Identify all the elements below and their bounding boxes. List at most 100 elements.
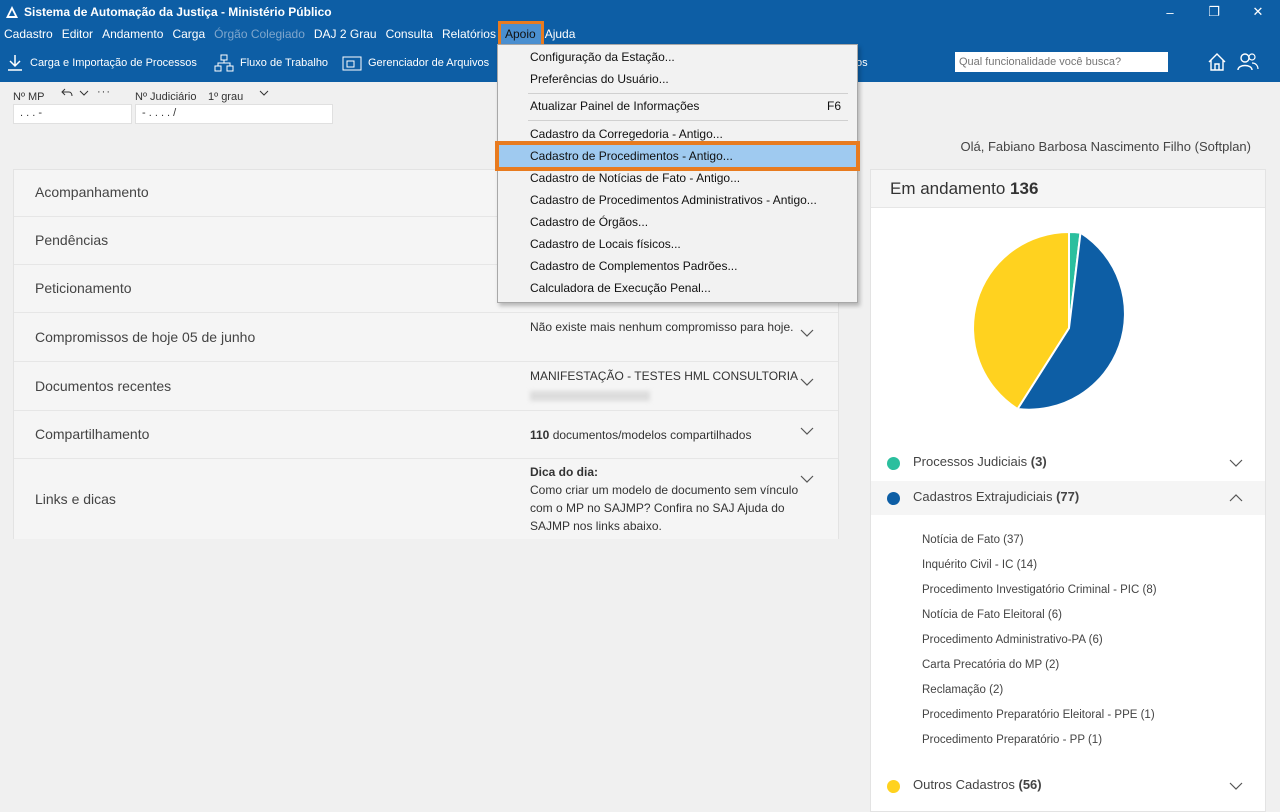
menu-item-shortcut: F6	[826, 99, 841, 113]
menu-item-calculadora-execucao-penal[interactable]: Calculadora de Execução Penal...	[530, 281, 711, 295]
menu-separator	[528, 120, 848, 121]
menu-item-label: Atualizar Painel de Informações	[530, 99, 700, 113]
legend-outros-cadastros[interactable]: Outros Cadastros (56)	[871, 769, 1265, 803]
judiciario-number-field[interactable]: - . . . . /	[135, 104, 333, 124]
recent-document-link[interactable]: MANIFESTAÇÃO - TESTES HML CONSULTORIA	[530, 367, 800, 406]
menu-item-cadastro-noticias-fato[interactable]: Cadastro de Notícias de Fato - Antigo...	[530, 171, 741, 185]
menu-item-atualizar-painel[interactable]: Atualizar Painel de Informações F6	[499, 95, 856, 117]
dashboard-left-panel: Acompanhamento Pendências Peticionamento…	[13, 169, 839, 539]
menu-ajuda[interactable]: Ajuda	[544, 27, 576, 41]
undo-icon[interactable]	[61, 87, 73, 102]
legend-dot	[887, 492, 900, 505]
menu-item-cadastro-locais-fisicos[interactable]: Cadastro de Locais físicos...	[530, 237, 681, 251]
chevron-up-icon[interactable]	[1229, 492, 1243, 506]
list-item[interactable]: Carta Precatória do MP (2)	[922, 659, 1060, 671]
menu-relatorios[interactable]: Relatórios	[441, 27, 496, 41]
chevron-down-icon[interactable]	[800, 425, 814, 439]
chevron-down-icon[interactable]	[78, 87, 90, 102]
close-button[interactable]: ✕	[1252, 4, 1264, 19]
toolbar-partial-label: os	[856, 57, 868, 69]
fluxo-trabalho-button[interactable]: Fluxo de Trabalho	[214, 52, 328, 74]
menu-item-preferencias-usuario[interactable]: Preferências do Usuário...	[530, 72, 669, 86]
menu-cadastro[interactable]: Cadastro	[4, 27, 53, 41]
legend-cadastros-extrajudiciais[interactable]: Cadastros Extrajudiciais (77)	[871, 481, 1265, 515]
compartilhamento-text: 110 documentos/modelos compartilhados	[530, 426, 800, 444]
accordion-links-dicas[interactable]: Links e dicas Dica do dia: Como criar um…	[14, 459, 838, 539]
list-item[interactable]: Procedimento Investigatório Criminal - P…	[922, 584, 1157, 596]
status-pie-chart	[972, 230, 1126, 411]
accordion-documentos-recentes[interactable]: Documentos recentes MANIFESTAÇÃO - TESTE…	[14, 362, 838, 411]
chevron-down-icon[interactable]	[800, 327, 814, 341]
legend-label: Outros Cadastros (56)	[913, 777, 1042, 792]
chevron-down-icon[interactable]	[1229, 457, 1243, 471]
list-item[interactable]: Procedimento Preparatório Eleitoral - PP…	[922, 709, 1155, 721]
chevron-down-icon[interactable]	[800, 376, 814, 390]
legend-label: Cadastros Extrajudiciais (77)	[913, 489, 1079, 504]
toolbar-partial-item[interactable]: os	[856, 52, 868, 74]
list-item[interactable]: Notícia de Fato (37)	[922, 534, 1024, 546]
menu-daj-2-grau[interactable]: DAJ 2 Grau	[313, 27, 377, 41]
legend-label: Processos Judiciais (3)	[913, 454, 1047, 469]
pie-slice-outros-cadastros[interactable]	[972, 230, 1070, 411]
grau-select[interactable]: 1º grau	[208, 91, 244, 103]
fluxo-trabalho-label: Fluxo de Trabalho	[240, 57, 329, 69]
mp-number-field[interactable]: . . . -	[13, 104, 132, 124]
workflow-icon	[214, 54, 234, 72]
grau-chevron-down-icon[interactable]	[258, 87, 270, 102]
accordion-title: Compromissos de hoje 05 de junho	[35, 329, 256, 345]
menu-separator	[528, 93, 848, 94]
window-title: Sistema de Automação da Justiça - Minist…	[24, 5, 332, 19]
gerenciador-arquivos-button[interactable]: Gerenciador de Arquivos	[342, 52, 489, 74]
users-icon[interactable]	[1237, 52, 1259, 75]
chevron-down-icon[interactable]	[1229, 780, 1243, 794]
tip-text: Como criar um modelo de documento sem ví…	[530, 483, 799, 533]
menu-item-cadastro-procedimentos[interactable]: Cadastro de Procedimentos - Antigo...	[495, 141, 860, 171]
recent-document-title: MANIFESTAÇÃO - TESTES HML CONSULTORIA	[530, 369, 799, 383]
search-input[interactable]	[955, 52, 1168, 72]
menu-item-cadastro-corregedoria[interactable]: Cadastro da Corregedoria - Antigo...	[530, 127, 723, 141]
legend-name: Outros Cadastros	[913, 777, 1015, 792]
accordion-title: Documentos recentes	[35, 378, 172, 394]
shared-label: documentos/modelos compartilhados	[549, 428, 752, 442]
user-greeting: Olá, Fabiano Barbosa Nascimento Filho (S…	[960, 139, 1251, 154]
em-andamento-heading: Em andamento	[890, 179, 1006, 198]
tip-of-day: Dica do dia: Como criar um modelo de doc…	[530, 463, 800, 535]
minimize-button[interactable]: –	[1166, 4, 1174, 20]
mp-number-label: Nº MP	[13, 91, 45, 103]
accordion-compartilhamento[interactable]: Compartilhamento 110 documentos/modelos …	[14, 411, 838, 459]
list-item[interactable]: Reclamação (2)	[922, 684, 1004, 696]
menu-item-cadastro-complementos[interactable]: Cadastro de Complementos Padrões...	[530, 259, 738, 273]
menu-consulta[interactable]: Consulta	[385, 27, 433, 41]
pie-slice-cadastros-extrajudiciais[interactable]	[1015, 231, 1126, 411]
legend-dot	[887, 780, 900, 793]
em-andamento-header: Em andamento 136	[871, 170, 1265, 208]
menu-apoio[interactable]: Apoio	[498, 21, 544, 47]
list-item[interactable]: Procedimento Administrativo-PA (6)	[922, 634, 1103, 646]
menu-item-cadastro-procedimentos-administrativos[interactable]: Cadastro de Procedimentos Administrativo…	[530, 193, 817, 207]
menu-orgao-colegiado: Órgão Colegiado	[214, 27, 305, 41]
menu-item-cadastro-orgaos[interactable]: Cadastro de Órgãos...	[530, 215, 649, 229]
restore-button[interactable]: ❐	[1208, 4, 1220, 19]
list-item[interactable]: Procedimento Preparatório - PP (1)	[922, 734, 1103, 746]
menu-andamento[interactable]: Andamento	[102, 27, 164, 41]
recent-document-subtitle-blurred	[530, 391, 650, 401]
accordion-compromissos[interactable]: Compromissos de hoje 05 de junho Não exi…	[14, 313, 838, 362]
legend-count: (3)	[1030, 454, 1047, 469]
carga-importacao-button[interactable]: Carga e Importação de Processos	[6, 52, 197, 74]
home-icon[interactable]	[1207, 52, 1227, 75]
legend-processos-judiciais[interactable]: Processos Judiciais (3)	[871, 446, 1265, 480]
menu-editor[interactable]: Editor	[61, 27, 94, 41]
title-bar: Sistema de Automação da Justiça - Minist…	[0, 0, 1280, 24]
accordion-title: Compartilhamento	[35, 426, 150, 442]
judiciario-number-label: Nº Judiciário	[135, 91, 197, 103]
menu-carga[interactable]: Carga	[172, 27, 206, 41]
gerenciador-arquivos-label: Gerenciador de Arquivos	[368, 57, 490, 69]
legend-name: Processos Judiciais	[913, 454, 1028, 469]
more-options-icon[interactable]: ···	[97, 86, 111, 98]
app-logo-icon	[4, 4, 20, 20]
list-item[interactable]: Inquérito Civil - IC (14)	[922, 559, 1038, 571]
shared-count: 110	[530, 428, 550, 442]
chevron-down-icon[interactable]	[800, 473, 814, 487]
menu-item-configuracao-estacao[interactable]: Configuração da Estação...	[530, 50, 675, 64]
list-item[interactable]: Notícia de Fato Eleitoral (6)	[922, 609, 1062, 621]
